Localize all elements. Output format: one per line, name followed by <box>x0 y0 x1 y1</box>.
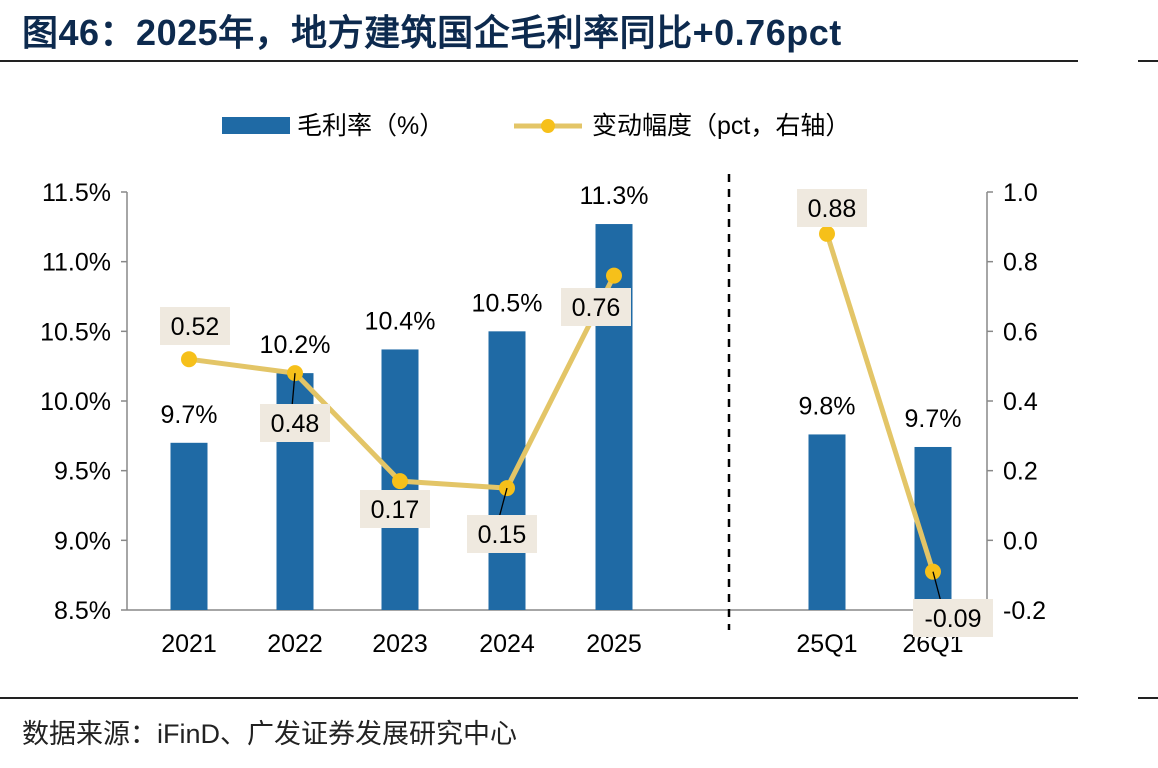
right-tick-label: 1.0 <box>1003 179 1038 207</box>
chart: 毛利率（%） 变动幅度（pct，右轴） 8.5% 9.0% 9.5% 10.0% 10.… <box>40 112 1046 658</box>
bottom-rule-right-stub <box>1138 697 1158 699</box>
source-note: 数据来源：iFinD、广发证券发展研究中心 <box>22 719 518 749</box>
figure-title: 图46：2025年，地方建筑国企毛利率同比+0.76pct <box>22 12 842 53</box>
bar <box>808 434 846 610</box>
left-tick-label: 11.0% <box>42 249 111 277</box>
right-tick-label: 0.8 <box>1003 249 1038 277</box>
top-rule-right-stub <box>1138 60 1158 62</box>
right-tick-label: -0.2 <box>1003 597 1046 625</box>
left-tick-label: 8.5% <box>54 597 111 625</box>
label-leader <box>498 487 508 519</box>
top-rule <box>0 60 1078 62</box>
x-tick-label: 2025 <box>586 630 642 658</box>
bar-value-label: 10.2% <box>260 331 331 359</box>
label-leader <box>932 571 942 603</box>
line-layer <box>181 225 941 580</box>
line-point <box>606 267 622 284</box>
left-tick-label: 10.0% <box>40 388 111 416</box>
line-value-label: 0.15 <box>478 521 527 549</box>
right-tick-label: 0.0 <box>1003 527 1038 555</box>
bar-labels: 9.7% 10.2% 10.4% 10.5% 11.3% 9.8% 9.7% <box>161 182 962 433</box>
bar <box>170 442 208 610</box>
bar-value-label: 10.4% <box>365 307 436 335</box>
line-value-label: -0.09 <box>925 605 982 633</box>
line-value-box <box>561 288 631 326</box>
legend-line-marker <box>541 119 555 133</box>
line-value-box <box>260 404 330 442</box>
right-tick-label: 0.6 <box>1003 318 1038 346</box>
bar-value-label: 11.3% <box>579 182 648 210</box>
bar <box>488 331 526 610</box>
bar-value-label: 9.7% <box>905 405 962 433</box>
line-value-box <box>797 189 867 227</box>
left-tick-label: 9.0% <box>54 527 111 555</box>
right-tick-label: 0.4 <box>1003 388 1038 416</box>
line-value-box <box>360 490 430 528</box>
bar-value-label: 9.8% <box>799 392 856 420</box>
line-point <box>392 473 408 490</box>
axes: 8.5% 9.0% 9.5% 10.0% 10.5% 11.0% 11.5% -0.2 0.0 0… <box>40 174 1046 658</box>
label-leader <box>291 373 296 408</box>
line-value-box <box>160 307 230 345</box>
x-tick-label: 25Q1 <box>796 630 857 658</box>
legend-bar-swatch <box>222 117 290 134</box>
bottom-rule <box>0 697 1078 699</box>
line-value-label: 0.88 <box>808 195 857 223</box>
line-value-box <box>913 599 993 637</box>
x-tick-label: 2021 <box>161 630 217 658</box>
bar-value-label: 9.7% <box>161 401 218 429</box>
line-value-box <box>467 515 537 553</box>
line-value-label: 0.48 <box>271 410 320 438</box>
left-tick-label: 10.5% <box>40 318 111 346</box>
change-line <box>824 233 936 573</box>
x-tick-label: 2024 <box>479 630 535 658</box>
bar-value-label: 10.5% <box>472 289 543 317</box>
legend-line-label: 变动幅度（pct，右轴） <box>592 112 850 140</box>
line-value-label: 0.17 <box>371 496 420 524</box>
left-tick-label: 11.5% <box>42 179 111 207</box>
legend-bar-label: 毛利率（%） <box>297 112 444 140</box>
line-value-label: 0.52 <box>171 313 220 341</box>
x-tick-label: 2022 <box>267 630 323 658</box>
line-point <box>181 351 197 368</box>
right-tick-label: 0.2 <box>1003 458 1038 486</box>
left-tick-label: 9.5% <box>54 458 111 486</box>
legend: 毛利率（%） 变动幅度（pct，右轴） <box>222 112 850 140</box>
line-point <box>819 225 835 242</box>
x-tick-label: 2023 <box>372 630 428 658</box>
line-value-label: 0.76 <box>572 294 621 322</box>
line-labels: 0.52 0.48 0.17 0.15 0.76 0.88 -0.09 <box>160 189 993 637</box>
